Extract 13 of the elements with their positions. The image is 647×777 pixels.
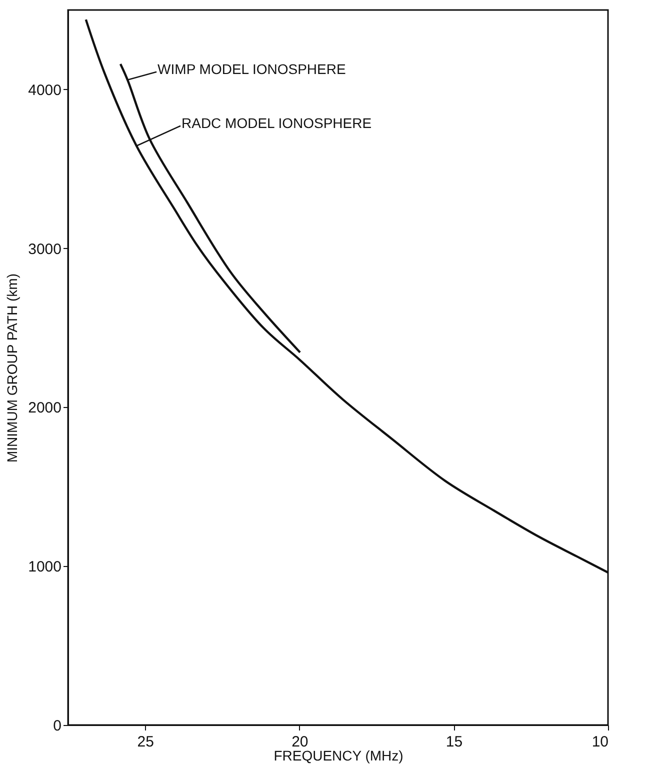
y-tick-label: 1000	[28, 558, 62, 576]
y-tick-label: 2000	[28, 400, 62, 417]
x-tick-label: 20	[292, 734, 308, 750]
x-axis-title: FREQUENCY (MHz)	[274, 748, 404, 764]
x-tick-label: 10	[592, 734, 608, 750]
annotation: RADC MODEL IONOSPHERE	[182, 114, 372, 131]
y-tick-label: 3000	[28, 240, 62, 258]
x-tick-label: 15	[446, 734, 463, 750]
y-axis-title: MINIMUM GROUP PATH (km)	[4, 274, 20, 462]
y-tick-label: 4000	[28, 82, 62, 99]
x-tick-label: 25	[137, 734, 154, 750]
y-tick-label: 0	[53, 718, 62, 734]
annotation: WIMP MODEL IONOSPHERE	[158, 60, 346, 77]
